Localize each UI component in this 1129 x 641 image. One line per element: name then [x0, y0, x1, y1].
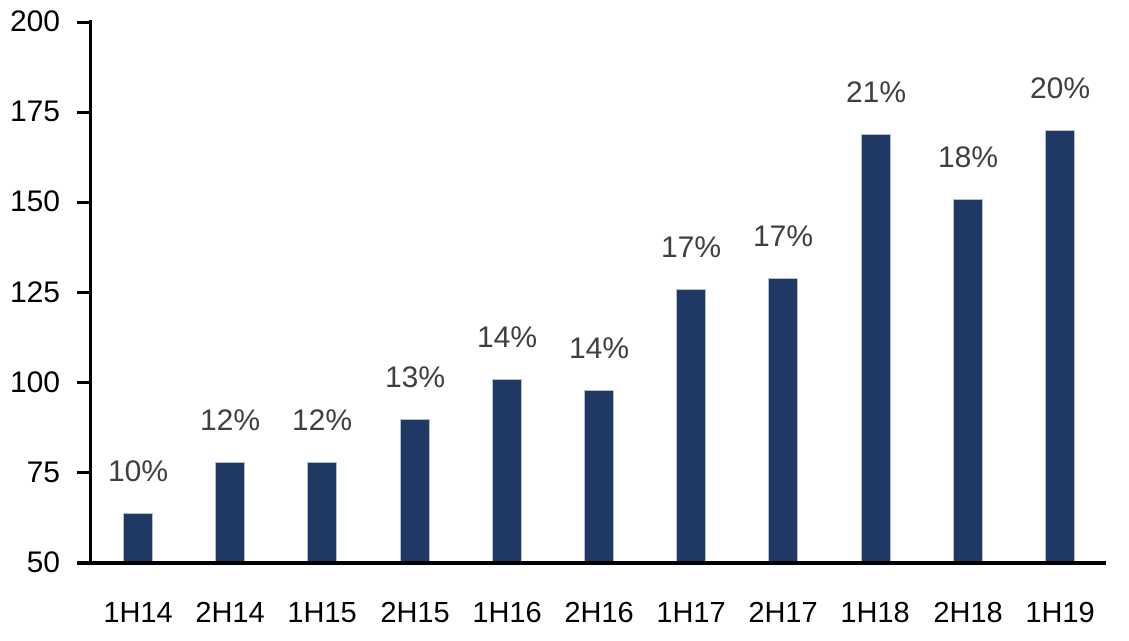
bar-2h14	[215, 462, 245, 561]
bar-value-label: 14%	[476, 321, 538, 354]
bar-2h18	[953, 199, 983, 561]
x-axis-label-1h15: 1H15	[287, 597, 357, 629]
y-axis-tick	[77, 201, 89, 204]
bar-1h18	[861, 134, 891, 561]
bar-1h15	[307, 462, 337, 561]
x-axis-label-1h14: 1H14	[103, 597, 173, 629]
bar-1h14	[123, 513, 153, 561]
bar-value-label: 21%	[845, 76, 907, 109]
y-axis-tick-label: 100	[9, 366, 60, 399]
bar-value-label: 14%	[568, 332, 630, 365]
bar-value-label: 13%	[384, 361, 446, 394]
bar-1h19	[1045, 130, 1075, 561]
y-axis-tick-label: 125	[9, 276, 60, 309]
x-axis-label-1h19: 1H19	[1025, 597, 1095, 629]
y-axis-tick	[77, 111, 89, 114]
x-axis-label-2h14: 2H14	[195, 597, 265, 629]
bar-1h17	[676, 289, 706, 561]
bar-1h16	[492, 379, 522, 561]
y-axis-tick	[77, 21, 89, 24]
x-axis-label-2h15: 2H15	[380, 597, 450, 629]
y-axis-tick	[77, 381, 89, 384]
bar-value-label: 17%	[752, 220, 814, 253]
x-axis-label-1h18: 1H18	[840, 597, 910, 629]
bar-2h17	[768, 278, 798, 561]
y-axis-tick	[77, 291, 89, 294]
bar-value-label: 17%	[660, 231, 722, 264]
bar-2h16	[584, 390, 614, 561]
bar-value-label: 12%	[291, 404, 353, 437]
y-axis-tick-label: 200	[9, 5, 60, 38]
x-axis-label-1h17: 1H17	[656, 597, 726, 629]
bar-value-label: 20%	[1029, 72, 1091, 105]
y-axis-tick-label: 175	[9, 95, 60, 128]
y-axis-tick-label: 75	[26, 456, 60, 489]
x-axis-label-2h16: 2H16	[564, 597, 634, 629]
bar-value-label: 10%	[107, 455, 169, 488]
bar-value-label: 12%	[199, 404, 261, 437]
y-axis-line	[89, 20, 92, 563]
y-axis-tick	[77, 471, 89, 474]
x-axis-line	[77, 561, 1106, 565]
y-axis-tick-label: 150	[9, 185, 60, 218]
y-axis-tick-label: 50	[26, 546, 60, 579]
bar-value-label: 18%	[937, 141, 999, 174]
bar-2h15	[400, 419, 430, 561]
x-axis-label-1h16: 1H16	[472, 597, 542, 629]
x-axis-label-2h18: 2H18	[933, 597, 1003, 629]
x-axis-label-2h17: 2H17	[748, 597, 818, 629]
